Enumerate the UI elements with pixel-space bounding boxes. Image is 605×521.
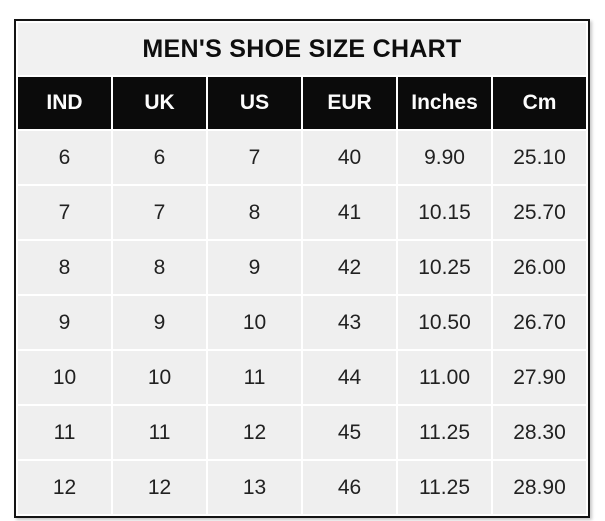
shoe-size-chart-table: MEN'S SHOE SIZE CHART IND UK US EUR Inches Cm… [14,19,590,518]
table-cell: 28.90 [493,461,586,514]
table-cell: 9.90 [398,131,491,184]
table-cell: 7 [208,131,301,184]
table-cell: 40 [303,131,396,184]
table-cell: 11.25 [398,406,491,459]
table-cell: 8 [18,241,111,294]
table-row: 8 8 9 42 10.25 26.00 [18,241,586,294]
table-cell: 10 [208,296,301,349]
table-head: MEN'S SHOE SIZE CHART IND UK US EUR Inches Cm [18,23,586,129]
table-cell: 28.30 [493,406,586,459]
table-cell: 12 [208,406,301,459]
table-row: 10 10 11 44 11.00 27.90 [18,351,586,404]
column-header-inches: Inches [398,77,491,129]
table-cell: 11.25 [398,461,491,514]
table-cell: 42 [303,241,396,294]
table-cell: 46 [303,461,396,514]
table-cell: 11 [18,406,111,459]
table-cell: 10 [113,351,206,404]
table-cell: 10.15 [398,186,491,239]
column-header-ind: IND [18,77,111,129]
table-cell: 6 [18,131,111,184]
table-row: 7 7 8 41 10.15 25.70 [18,186,586,239]
column-header-eur: EUR [303,77,396,129]
table-cell: 12 [113,461,206,514]
table-row: 6 6 7 40 9.90 25.10 [18,131,586,184]
table-row: 9 9 10 43 10.50 26.70 [18,296,586,349]
table-cell: 26.00 [493,241,586,294]
column-header-us: US [208,77,301,129]
table-cell: 11 [208,351,301,404]
table-cell: 6 [113,131,206,184]
table-cell: 26.70 [493,296,586,349]
column-header-uk: UK [113,77,206,129]
table-cell: 7 [113,186,206,239]
table-header-row: IND UK US EUR Inches Cm [18,77,586,129]
table-cell: 25.70 [493,186,586,239]
table-cell: 9 [208,241,301,294]
table-cell: 13 [208,461,301,514]
table-cell: 25.10 [493,131,586,184]
table-body: 6 6 7 40 9.90 25.10 7 7 8 41 10.15 25.70 8 8 9 42 10.25 2… [18,131,586,514]
table-cell: 12 [18,461,111,514]
table-cell: 10.25 [398,241,491,294]
chart-title: MEN'S SHOE SIZE CHART [18,23,586,75]
table-cell: 10 [18,351,111,404]
title-row: MEN'S SHOE SIZE CHART [18,23,586,75]
table-cell: 8 [208,186,301,239]
table-cell: 27.90 [493,351,586,404]
table-cell: 11 [113,406,206,459]
table-cell: 41 [303,186,396,239]
table-cell: 43 [303,296,396,349]
table-cell: 9 [113,296,206,349]
table-cell: 45 [303,406,396,459]
table-row: 12 12 13 46 11.25 28.90 [18,461,586,514]
table-cell: 7 [18,186,111,239]
table-row: 11 11 12 45 11.25 28.30 [18,406,586,459]
table-cell: 11.00 [398,351,491,404]
table-cell: 9 [18,296,111,349]
table-cell: 10.50 [398,296,491,349]
table-cell: 8 [113,241,206,294]
column-header-cm: Cm [493,77,586,129]
table-cell: 44 [303,351,396,404]
